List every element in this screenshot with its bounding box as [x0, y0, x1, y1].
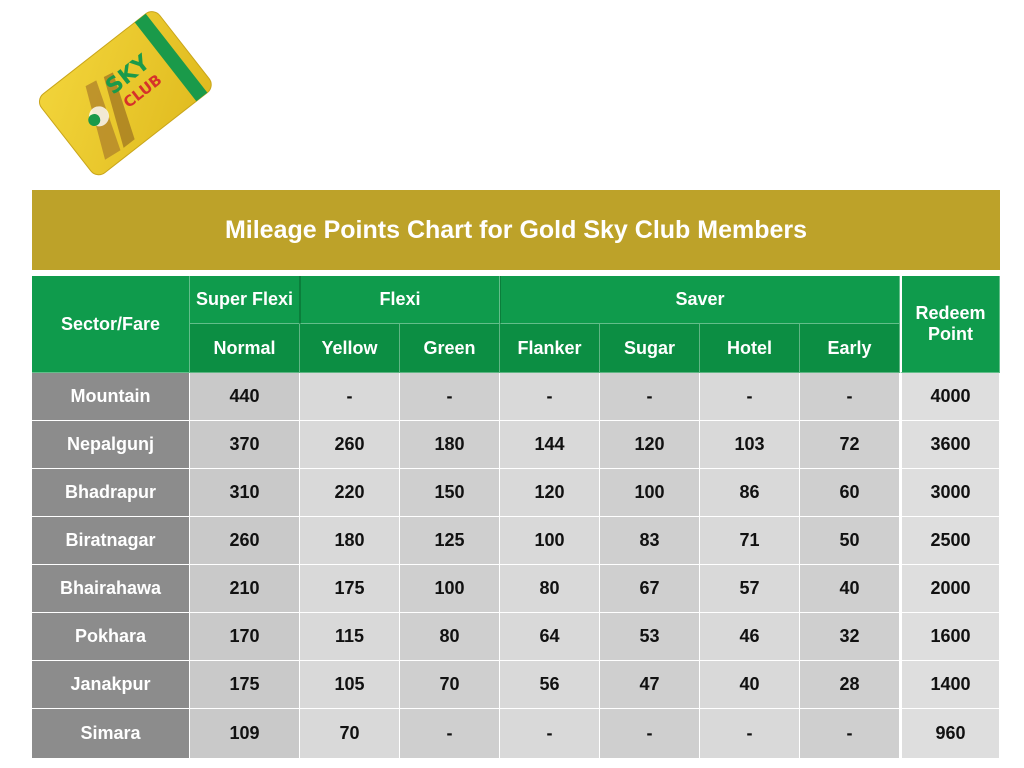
green-cell: 125	[400, 517, 500, 565]
header-super-flexi: Super Flexi	[190, 276, 300, 324]
green-cell: 100	[400, 565, 500, 613]
header-sector-fare: Sector/Fare	[32, 276, 190, 373]
sugar-cell: -	[600, 709, 700, 758]
flanker-cell: 100	[500, 517, 600, 565]
early-cell: -	[800, 709, 901, 758]
flanker-cell: 144	[500, 421, 600, 469]
subheader-yellow: Yellow	[300, 324, 400, 373]
header-redeem-point: Redeem Point	[900, 276, 1001, 373]
normal-cell: 210	[190, 565, 300, 613]
table-row: Nepalgunj 370 260 180 144 120 103 72 360…	[32, 421, 1001, 469]
normal-cell: 310	[190, 469, 300, 517]
table-row: Bhairahawa 210 175 100 80 67 57 40 2000	[32, 565, 1001, 613]
sugar-cell: 67	[600, 565, 700, 613]
hotel-cell: 57	[700, 565, 800, 613]
redeem-cell: 960	[900, 709, 1001, 758]
subheader-normal: Normal	[190, 324, 300, 373]
green-cell: 150	[400, 469, 500, 517]
green-cell: -	[400, 373, 500, 421]
early-cell: 60	[800, 469, 901, 517]
hotel-cell: 40	[700, 661, 800, 709]
yellow-cell: 105	[300, 661, 400, 709]
flanker-cell: 64	[500, 613, 600, 661]
normal-cell: 109	[190, 709, 300, 758]
redeem-cell: 1400	[900, 661, 1001, 709]
early-cell: 28	[800, 661, 901, 709]
yellow-cell: 220	[300, 469, 400, 517]
flanker-cell: 56	[500, 661, 600, 709]
early-cell: -	[800, 373, 901, 421]
sector-name: Janakpur	[32, 661, 190, 709]
green-cell: -	[400, 709, 500, 758]
early-cell: 40	[800, 565, 901, 613]
hotel-cell: 103	[700, 421, 800, 469]
yellow-cell: -	[300, 373, 400, 421]
redeem-cell: 3000	[900, 469, 1001, 517]
header-flexi: Flexi	[300, 276, 500, 324]
table-row: Pokhara 170 115 80 64 53 46 32 1600	[32, 613, 1001, 661]
yellow-cell: 260	[300, 421, 400, 469]
normal-cell: 175	[190, 661, 300, 709]
hotel-cell: -	[700, 709, 800, 758]
green-cell: 80	[400, 613, 500, 661]
green-cell: 180	[400, 421, 500, 469]
yellow-cell: 115	[300, 613, 400, 661]
flanker-cell: -	[500, 709, 600, 758]
yellow-cell: 180	[300, 517, 400, 565]
redeem-cell: 1600	[900, 613, 1001, 661]
table-row: Simara 109 70 - - - - - 960	[32, 709, 1001, 758]
mileage-points-table-container: Sector/Fare Super Flexi Flexi Saver Rede…	[32, 276, 1001, 758]
sector-name: Mountain	[32, 373, 190, 421]
early-cell: 72	[800, 421, 901, 469]
redeem-cell: 2000	[900, 565, 1001, 613]
sugar-cell: -	[600, 373, 700, 421]
sector-name: Bhadrapur	[32, 469, 190, 517]
sky-club-card-logo: SKY CLUB	[30, 4, 220, 189]
table-row: Mountain 440 - - - - - - 4000	[32, 373, 1001, 421]
yellow-cell: 175	[300, 565, 400, 613]
subheader-flanker: Flanker	[500, 324, 600, 373]
normal-cell: 170	[190, 613, 300, 661]
hotel-cell: -	[700, 373, 800, 421]
normal-cell: 260	[190, 517, 300, 565]
header-saver: Saver	[500, 276, 901, 324]
chart-title: Mileage Points Chart for Gold Sky Club M…	[224, 215, 808, 244]
sugar-cell: 47	[600, 661, 700, 709]
green-cell: 70	[400, 661, 500, 709]
sector-name: Biratnagar	[32, 517, 190, 565]
sector-name: Nepalgunj	[32, 421, 190, 469]
sector-name: Simara	[32, 709, 190, 758]
sugar-cell: 83	[600, 517, 700, 565]
subheader-early: Early	[800, 324, 901, 373]
early-cell: 32	[800, 613, 901, 661]
flanker-cell: 120	[500, 469, 600, 517]
sugar-cell: 53	[600, 613, 700, 661]
title-band: Mileage Points Chart for Gold Sky Club M…	[32, 190, 1000, 270]
hotel-cell: 71	[700, 517, 800, 565]
sugar-cell: 120	[600, 421, 700, 469]
sugar-cell: 100	[600, 469, 700, 517]
subheader-sugar: Sugar	[600, 324, 700, 373]
mileage-points-table: Sector/Fare Super Flexi Flexi Saver Rede…	[32, 276, 1001, 758]
subheader-hotel: Hotel	[700, 324, 800, 373]
sector-name: Bhairahawa	[32, 565, 190, 613]
normal-cell: 440	[190, 373, 300, 421]
table-row: Biratnagar 260 180 125 100 83 71 50 2500	[32, 517, 1001, 565]
table-row: Janakpur 175 105 70 56 47 40 28 1400	[32, 661, 1001, 709]
sector-name: Pokhara	[32, 613, 190, 661]
redeem-cell: 3600	[900, 421, 1001, 469]
yellow-cell: 70	[300, 709, 400, 758]
flanker-cell: -	[500, 373, 600, 421]
flanker-cell: 80	[500, 565, 600, 613]
hotel-cell: 86	[700, 469, 800, 517]
early-cell: 50	[800, 517, 901, 565]
sky-club-card-icon: SKY CLUB	[38, 11, 212, 176]
subheader-green: Green	[400, 324, 500, 373]
hotel-cell: 46	[700, 613, 800, 661]
redeem-cell: 4000	[900, 373, 1001, 421]
redeem-cell: 2500	[900, 517, 1001, 565]
table-row: Bhadrapur 310 220 150 120 100 86 60 3000	[32, 469, 1001, 517]
normal-cell: 370	[190, 421, 300, 469]
